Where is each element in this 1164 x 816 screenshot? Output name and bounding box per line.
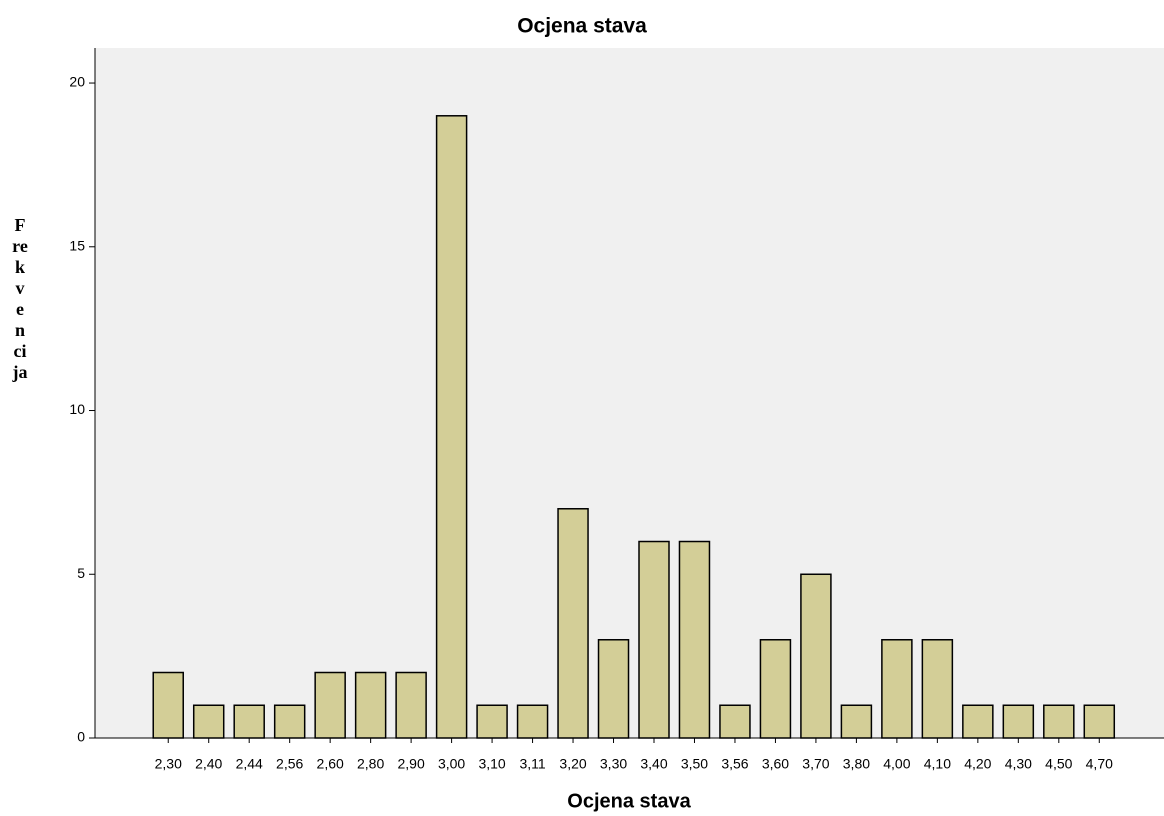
bar [152,671,184,739]
bar [1043,704,1075,739]
plot-area [95,48,1164,738]
bar [678,540,711,739]
bar [759,639,792,739]
x-axis-label: Ocjena stava [567,790,691,812]
y-tick-label: 20 [69,74,85,90]
x-tick-label: 2,56 [276,756,303,772]
x-tick-label: 4,20 [964,756,991,772]
y-tick-label: 0 [77,729,85,745]
bar [597,639,630,739]
y-tick-label: 15 [69,237,85,253]
x-tick-label: 3,40 [640,756,667,772]
x-tick-label: 2,90 [397,756,424,772]
bar [1083,704,1116,739]
x-tick-label: 2,30 [155,756,182,772]
x-tick-label: 4,30 [1005,756,1032,772]
x-tick-label: 2,40 [195,756,222,772]
bar [273,704,306,739]
bar [395,671,427,739]
bar [476,704,508,739]
x-tick-label: 3,70 [802,756,829,772]
x-tick-label: 4,10 [924,756,951,772]
x-tick-label: 3,50 [681,756,708,772]
bar [435,115,468,739]
bar [881,639,913,739]
x-tick-label: 2,80 [357,756,384,772]
x-tick-label: 4,00 [883,756,910,772]
x-tick-label: 3,20 [559,756,586,772]
bar [840,704,873,739]
bar [800,573,832,739]
x-tick-label: 2,60 [317,756,344,772]
bar [719,704,751,739]
y-axis-label: Frekvencija [12,215,28,382]
x-tick-label: 3,60 [762,756,789,772]
x-tick-label: 4,50 [1045,756,1072,772]
x-tick-label: 3,00 [438,756,465,772]
x-tick-label: 3,80 [843,756,870,772]
bar [557,508,589,739]
y-tick-label: 10 [69,401,85,417]
x-tick-label: 4,70 [1086,756,1113,772]
x-tick-label: 3,56 [721,756,748,772]
x-tick-label: 3,10 [478,756,505,772]
bar [314,671,346,739]
bar [233,704,265,739]
y-tick-label: 5 [77,565,85,581]
bar [354,671,387,739]
x-tick-label: 2,44 [236,756,263,772]
bar [516,704,549,739]
x-tick-label: 3,11 [519,756,545,772]
bar [962,704,994,739]
x-tick-label: 3,30 [600,756,627,772]
bar [1002,704,1035,739]
bar [921,639,954,739]
bar [192,704,225,739]
bar [638,540,670,739]
chart-title: Ocjena stava [517,15,647,38]
